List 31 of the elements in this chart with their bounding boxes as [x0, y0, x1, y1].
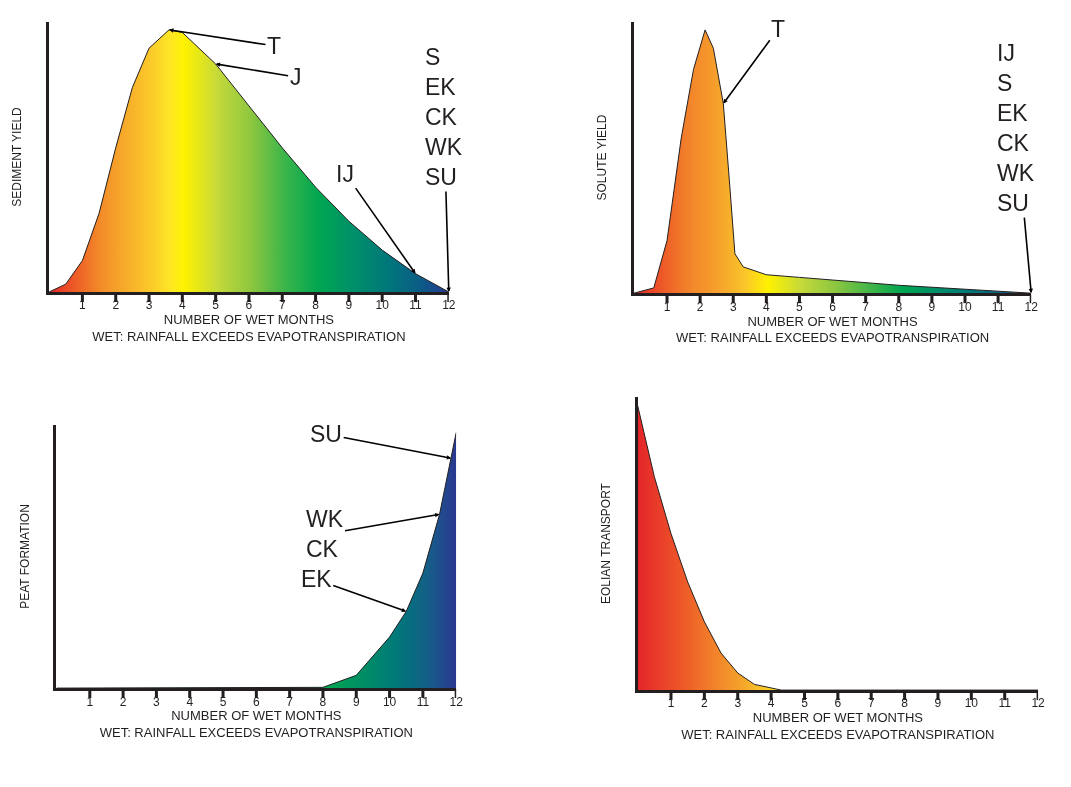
annotation: EK — [301, 566, 333, 592]
annotation: S EK CK WK SU — [425, 44, 463, 190]
x-tick-label: 4 — [186, 694, 194, 709]
x-axis-title: NUMBER OF WET MONTHS WET: RAINFALL EXCEEDS EVAPOTRANSPIRATION — [681, 710, 995, 743]
x-tick-label: 10 — [382, 694, 397, 709]
x-tick-label: 4 — [763, 299, 771, 314]
y-axis-title: SEDIMENT YIELD — [10, 106, 25, 207]
x-tick-label: 10 — [375, 298, 390, 313]
x-tick-label: 11 — [409, 298, 423, 313]
annotation: T — [771, 16, 786, 42]
x-axis-title: NUMBER OF WET MONTHS WET: RAINFALL EXCEEDS EVAPOTRANSPIRATION — [675, 313, 990, 346]
annotation: J — [290, 64, 302, 90]
annotation: IJ — [336, 161, 354, 187]
x-tick-label: 12 — [1024, 299, 1039, 314]
x-axis-title: NUMBER OF WET MONTHS WET: RAINFALL EXCEEDS EVAPOTRANSPIRATION — [92, 312, 406, 345]
x-tick-label: 11 — [416, 694, 430, 709]
x-tick-label: 10 — [958, 299, 972, 314]
x-tick-label: 11 — [991, 299, 1005, 314]
annotation: SU — [310, 421, 342, 447]
annotation: T — [267, 33, 282, 59]
x-tick-label: 12 — [1031, 696, 1046, 711]
x-tick-label: 10 — [964, 696, 979, 711]
x-tick-label: 12 — [449, 694, 464, 709]
y-axis-title: EOLIAN TRANSPORT — [598, 482, 613, 604]
annotation: WK CK — [306, 506, 344, 562]
y-axis-title: SOLUTE YIELD — [595, 114, 610, 201]
y-axis-title: PEAT FORMATION — [17, 504, 32, 609]
x-tick-label: 11 — [998, 696, 1012, 711]
annotation: IJ S EK CK WK SU — [997, 40, 1035, 216]
x-axis-title: NUMBER OF WET MONTHS WET: RAINFALL EXCEEDS EVAPOTRANSPIRATION — [99, 708, 413, 741]
x-tick-label: 12 — [442, 298, 456, 313]
